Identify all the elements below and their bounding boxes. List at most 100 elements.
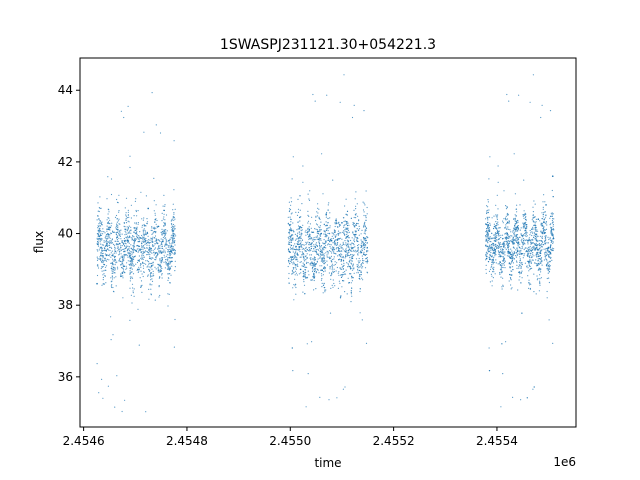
data-point [297,228,299,230]
data-point [159,240,161,243]
data-point [101,248,103,250]
data-point [152,249,154,251]
data-point [357,215,359,217]
data-point [291,248,293,250]
data-point [148,244,150,246]
data-point [166,230,168,232]
data-point [317,248,319,250]
data-point [548,277,550,279]
data-point [545,250,547,252]
data-point [115,243,118,245]
data-point [118,260,120,262]
data-point [115,234,118,236]
data-point [96,274,99,277]
data-point [514,220,516,222]
data-point [498,227,500,229]
data-point [310,227,312,229]
data-point [155,218,157,220]
data-point [528,287,530,289]
data-point [291,269,293,271]
data-point [486,205,488,207]
data-point [543,211,545,214]
data-point [130,257,132,259]
data-point [115,252,117,254]
data-point [533,234,535,236]
data-point [343,280,345,282]
data-point [537,230,539,232]
data-point [356,203,358,205]
data-point [353,238,355,240]
data-point [107,221,110,223]
data-point [326,254,328,256]
data-point [292,263,294,265]
data-point [547,267,549,269]
data-point [147,253,149,256]
data-point [544,241,546,243]
data-point [494,234,497,236]
data-point [328,250,331,252]
data-point [541,232,543,234]
data-point [113,267,115,269]
data-point [513,218,515,220]
data-point [131,277,134,279]
data-point [349,261,351,263]
data-point [155,223,157,225]
data-point [121,263,123,265]
data-point [364,224,366,226]
data-point [325,252,327,254]
data-point [135,229,137,231]
data-point [297,198,299,200]
data-point [160,271,162,273]
data-point [288,235,290,237]
data-point [367,260,369,262]
data-point [109,226,111,228]
data-point [143,245,145,247]
data-point [141,254,143,256]
data-point [506,237,508,239]
data-point [140,248,142,250]
data-point [523,223,525,225]
data-point [503,240,505,243]
data-point [488,216,491,218]
data-point [490,245,492,247]
data-point [316,261,318,263]
data-point [289,239,291,241]
data-point [345,249,347,251]
data-point [151,284,153,286]
data-point [531,256,533,258]
data-point [173,233,175,235]
data-point [136,235,138,238]
data-point [296,258,298,261]
data-point [143,228,145,230]
data-point [110,178,113,180]
data-point [117,225,119,227]
data-point [322,261,324,263]
data-point [288,261,290,263]
data-point [292,247,294,249]
data-point [540,262,542,264]
data-point [336,222,338,224]
data-point [97,267,100,269]
data-point [355,205,357,207]
data-point [133,240,135,242]
data-point [102,233,104,235]
data-point [362,279,364,281]
data-point [141,246,143,248]
data-point [364,231,366,233]
data-point [102,276,104,279]
data-point [303,281,305,283]
data-point [322,259,324,261]
data-point [98,232,100,234]
data-point [152,236,154,238]
data-point [151,233,153,235]
data-point [129,270,131,272]
data-point [327,204,329,206]
x-tick-label: 2.4554 [476,434,518,448]
data-point [323,253,325,255]
data-point [96,256,98,258]
data-point [520,248,522,250]
data-point [361,249,363,251]
data-point [116,231,119,233]
data-point [300,230,302,232]
data-point [295,267,297,269]
